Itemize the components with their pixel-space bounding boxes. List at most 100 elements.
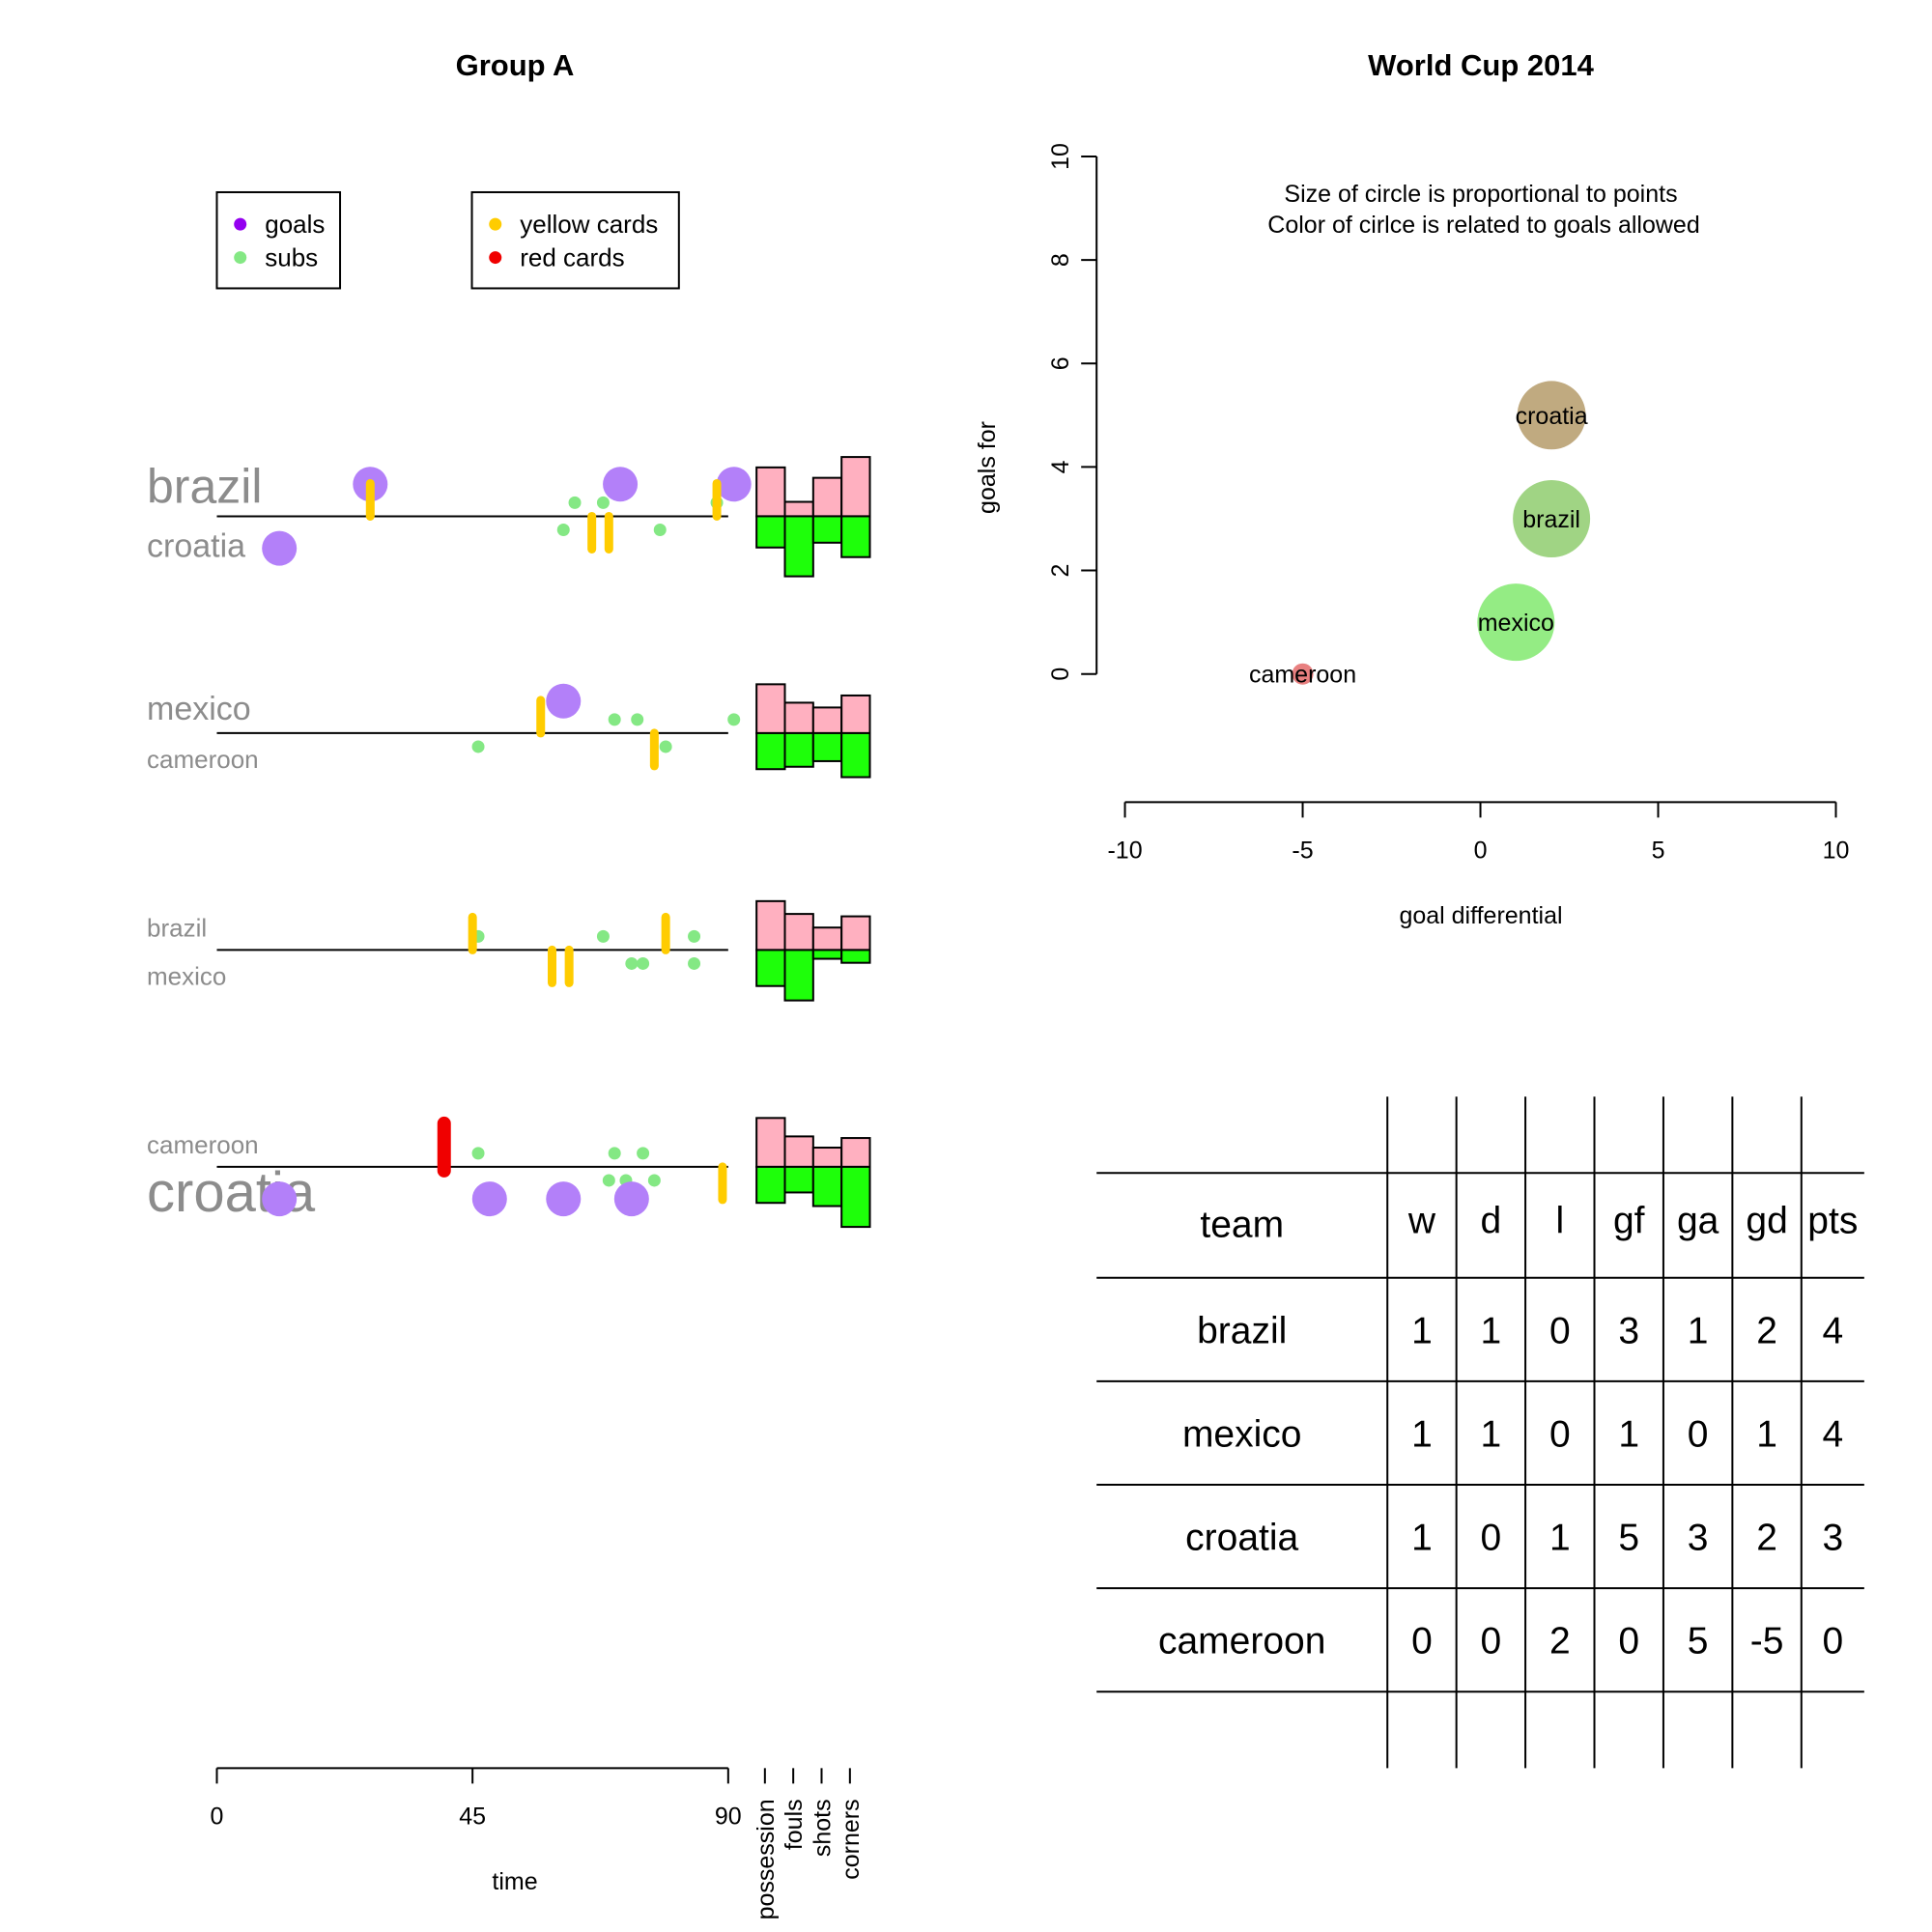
stat-bar-home-fouls <box>783 701 814 734</box>
stat-bar-away-corners <box>840 1165 871 1229</box>
scatter-label-cameroon: cameroon <box>1249 662 1356 689</box>
table-cell-d: 1 <box>1481 1413 1502 1455</box>
stat-bar-home-possession <box>755 1117 786 1168</box>
table-header-d: d <box>1481 1200 1502 1241</box>
sub-marker <box>471 740 485 753</box>
stat-bar-away-possession <box>755 515 786 549</box>
x-tick-label: -5 <box>1292 837 1313 864</box>
sub-marker <box>596 496 610 509</box>
sub-marker <box>659 740 672 753</box>
table-cell-pts: 0 <box>1822 1621 1843 1662</box>
y-tick-label: 8 <box>1047 253 1074 267</box>
time-axis-label: time <box>492 1868 537 1895</box>
away-team-label: mexico <box>147 961 226 990</box>
table-cell-gf: 0 <box>1618 1621 1639 1662</box>
table-cell-ga: 0 <box>1688 1413 1709 1455</box>
sub-marker <box>637 1147 650 1160</box>
stat-bar-home-shots <box>811 1147 843 1168</box>
scatter-title: World Cup 2014 <box>1368 48 1594 82</box>
home-team-label: brazil <box>147 459 262 513</box>
legend-marker-red-cards <box>489 251 502 265</box>
y-tick-label: 6 <box>1047 356 1074 370</box>
scatter-point-croatia <box>1517 381 1586 450</box>
stat-bar-home-shots <box>811 476 843 518</box>
stat-bar-home-possession <box>755 466 786 518</box>
stat-bar-home-shots <box>811 926 843 952</box>
stat-bar-away-possession <box>755 949 786 987</box>
matches-group: brazil croatia mexico cameroon brazil mexico c… <box>147 456 871 1229</box>
table-header-w: w <box>1407 1200 1436 1241</box>
table-header-team: team <box>1200 1204 1284 1245</box>
table-cell-gd: 2 <box>1756 1518 1777 1559</box>
stat-label-corners: corners <box>838 1799 865 1879</box>
y-tick-label: 2 <box>1047 564 1074 578</box>
stat-bar-away-fouls <box>783 731 814 768</box>
home-team-label: cameroon <box>147 1130 259 1159</box>
legend-marker-subs <box>234 251 247 265</box>
stat-bar-away-shots <box>811 1165 843 1208</box>
y-tick-label: 4 <box>1047 460 1074 473</box>
table-cell-w: 1 <box>1411 1310 1433 1351</box>
sub-marker <box>647 1174 661 1187</box>
table-row: croatia 1 0 1 5 3 2 3 <box>1185 1518 1843 1559</box>
stat-bar-home-corners <box>840 456 871 518</box>
x-tick-label: -10 <box>1107 837 1142 864</box>
table-row: brazil 1 1 0 3 1 2 4 <box>1197 1310 1843 1351</box>
sub-marker <box>568 496 582 509</box>
goal-marker <box>262 1181 298 1217</box>
stat-bar-away-possession <box>755 1165 786 1205</box>
stat-bar-home-fouls <box>783 1135 814 1168</box>
sub-marker <box>608 1147 621 1160</box>
sub-marker <box>727 713 741 726</box>
away-team-label: cameroon <box>147 745 259 774</box>
stat-bar-home-possession <box>755 683 786 734</box>
stat-bar-home-corners <box>840 1137 871 1168</box>
goal-marker <box>471 1181 507 1217</box>
table-cell-team: mexico <box>1182 1413 1302 1455</box>
goal-marker <box>546 1181 582 1217</box>
stat-bar-away-corners <box>840 949 871 964</box>
table-cell-d: 1 <box>1481 1310 1502 1351</box>
scatter-label-brazil: brazil <box>1522 506 1580 533</box>
legend-box <box>215 190 342 290</box>
table-cell-gf: 1 <box>1618 1413 1639 1455</box>
match-brazil-vs-mexico: brazil mexico <box>147 899 871 1002</box>
table-cell-d: 0 <box>1481 1621 1502 1662</box>
scatter-axes: -10 -5 0 5 10 0 2 4 6 8 10 <box>1047 143 1849 864</box>
scatter-annotation-line-1: Size of circle is proportional to points <box>1284 181 1677 208</box>
match-mexico-vs-cameroon: mexico cameroon <box>147 683 871 779</box>
world-cup-scatter: World Cup 2014 Size of circle is proport… <box>974 48 1849 929</box>
group-a-title: Group A <box>456 48 575 82</box>
table-cell-gf: 5 <box>1618 1518 1639 1559</box>
table-cell-w: 0 <box>1411 1621 1433 1662</box>
table-header-gd: gd <box>1746 1200 1787 1241</box>
table-cell-gf: 3 <box>1618 1310 1639 1351</box>
table-header-l: l <box>1555 1200 1564 1241</box>
sub-marker <box>631 713 644 726</box>
stat-label-shots: shots <box>810 1799 837 1857</box>
table-header-gf: gf <box>1613 1200 1645 1241</box>
x-tick-label: 5 <box>1652 837 1665 864</box>
legend-box <box>470 190 680 290</box>
time-tick-label: 45 <box>459 1803 486 1830</box>
table-cell-pts: 4 <box>1822 1310 1843 1351</box>
table-cell-w: 1 <box>1411 1413 1433 1455</box>
legend-label: red cards <box>520 243 624 272</box>
table-cell-l: 2 <box>1549 1621 1571 1662</box>
stat-bar-away-shots <box>811 949 843 960</box>
legend-label: goals <box>265 210 325 239</box>
stat-bar-home-corners <box>840 915 871 952</box>
sub-marker <box>556 523 570 536</box>
scatter-point-cameroon <box>1292 663 1314 685</box>
stat-bar-home-fouls <box>783 500 814 518</box>
legend-marker-yellow-cards <box>489 217 502 231</box>
table-cell-ga: 1 <box>1688 1310 1709 1351</box>
goal-marker <box>603 467 639 502</box>
table-cell-ga: 3 <box>1688 1518 1709 1559</box>
y-tick-label: 0 <box>1047 668 1074 681</box>
table-row: cameroon 0 0 2 0 5 -5 0 <box>1158 1621 1843 1662</box>
sub-marker <box>688 956 701 970</box>
table-header-pts: pts <box>1807 1200 1858 1241</box>
x-axis-label: goal differential <box>1399 902 1562 929</box>
